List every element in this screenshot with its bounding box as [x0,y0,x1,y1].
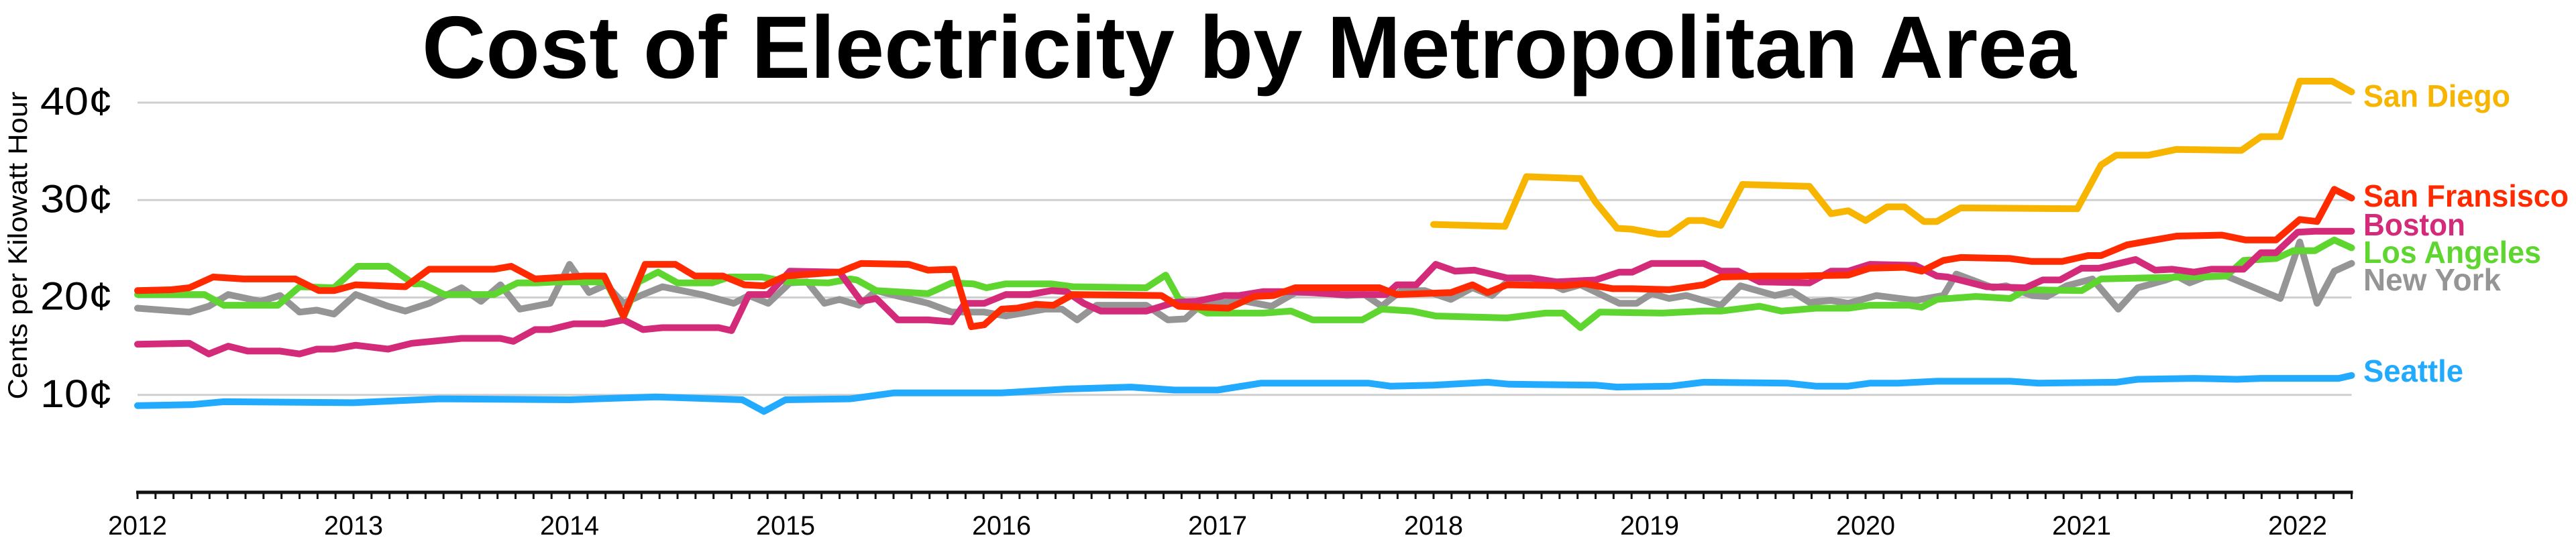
x-tick-label: 2018 [1404,511,1463,541]
series-label-san-diego: San Diego [2363,78,2510,113]
x-axis: 2012 2013 2014 2015 2016 2017 2018 2019 2020 2021… [108,490,2353,541]
y-tick-label: 10¢ [40,372,113,416]
x-tick-label: 2022 [2268,511,2327,541]
x-tick-label: 2020 [1836,511,1895,541]
series-line-new-york [134,238,2355,323]
series-line-san-diego [1430,78,2355,238]
y-tick-label: 40¢ [40,80,113,123]
x-tick-label: 2015 [756,511,815,541]
series-line-san-fransisco [134,186,2355,331]
x-tick-label: 2016 [972,511,1031,541]
x-tick-label: 2013 [324,511,383,541]
series-line-los-angeles [134,236,2355,331]
series-line-seattle [134,372,2355,415]
x-tick-label: 2012 [108,511,167,541]
series-lines [134,78,2355,415]
gridlines [138,101,2352,396]
series-label-new-york: New York [2363,262,2501,297]
x-tick-label: 2021 [2052,511,2111,541]
series-label-los-angeles: Los Angeles [2363,235,2541,270]
x-tick-label: 2014 [540,511,599,541]
x-tick-label: 2019 [1620,511,1679,541]
series-label-san-fransisco: San Fransisco [2363,178,2569,213]
y-tick-label: 20¢ [40,275,113,319]
y-axis-label: Cents per Kilowatt Hour [3,92,33,400]
series-label-boston: Boston [2363,207,2465,242]
series-label-seattle: Seattle [2363,353,2463,388]
y-tick-label: 30¢ [40,177,113,221]
x-tick-label: 2017 [1188,511,1247,541]
chart-title: Cost of Electricity by Metropolitan Area [422,0,2078,97]
y-tick-labels: 10¢ 20¢ 30¢ 40¢ [40,80,113,416]
series-line-boston [134,227,2355,358]
